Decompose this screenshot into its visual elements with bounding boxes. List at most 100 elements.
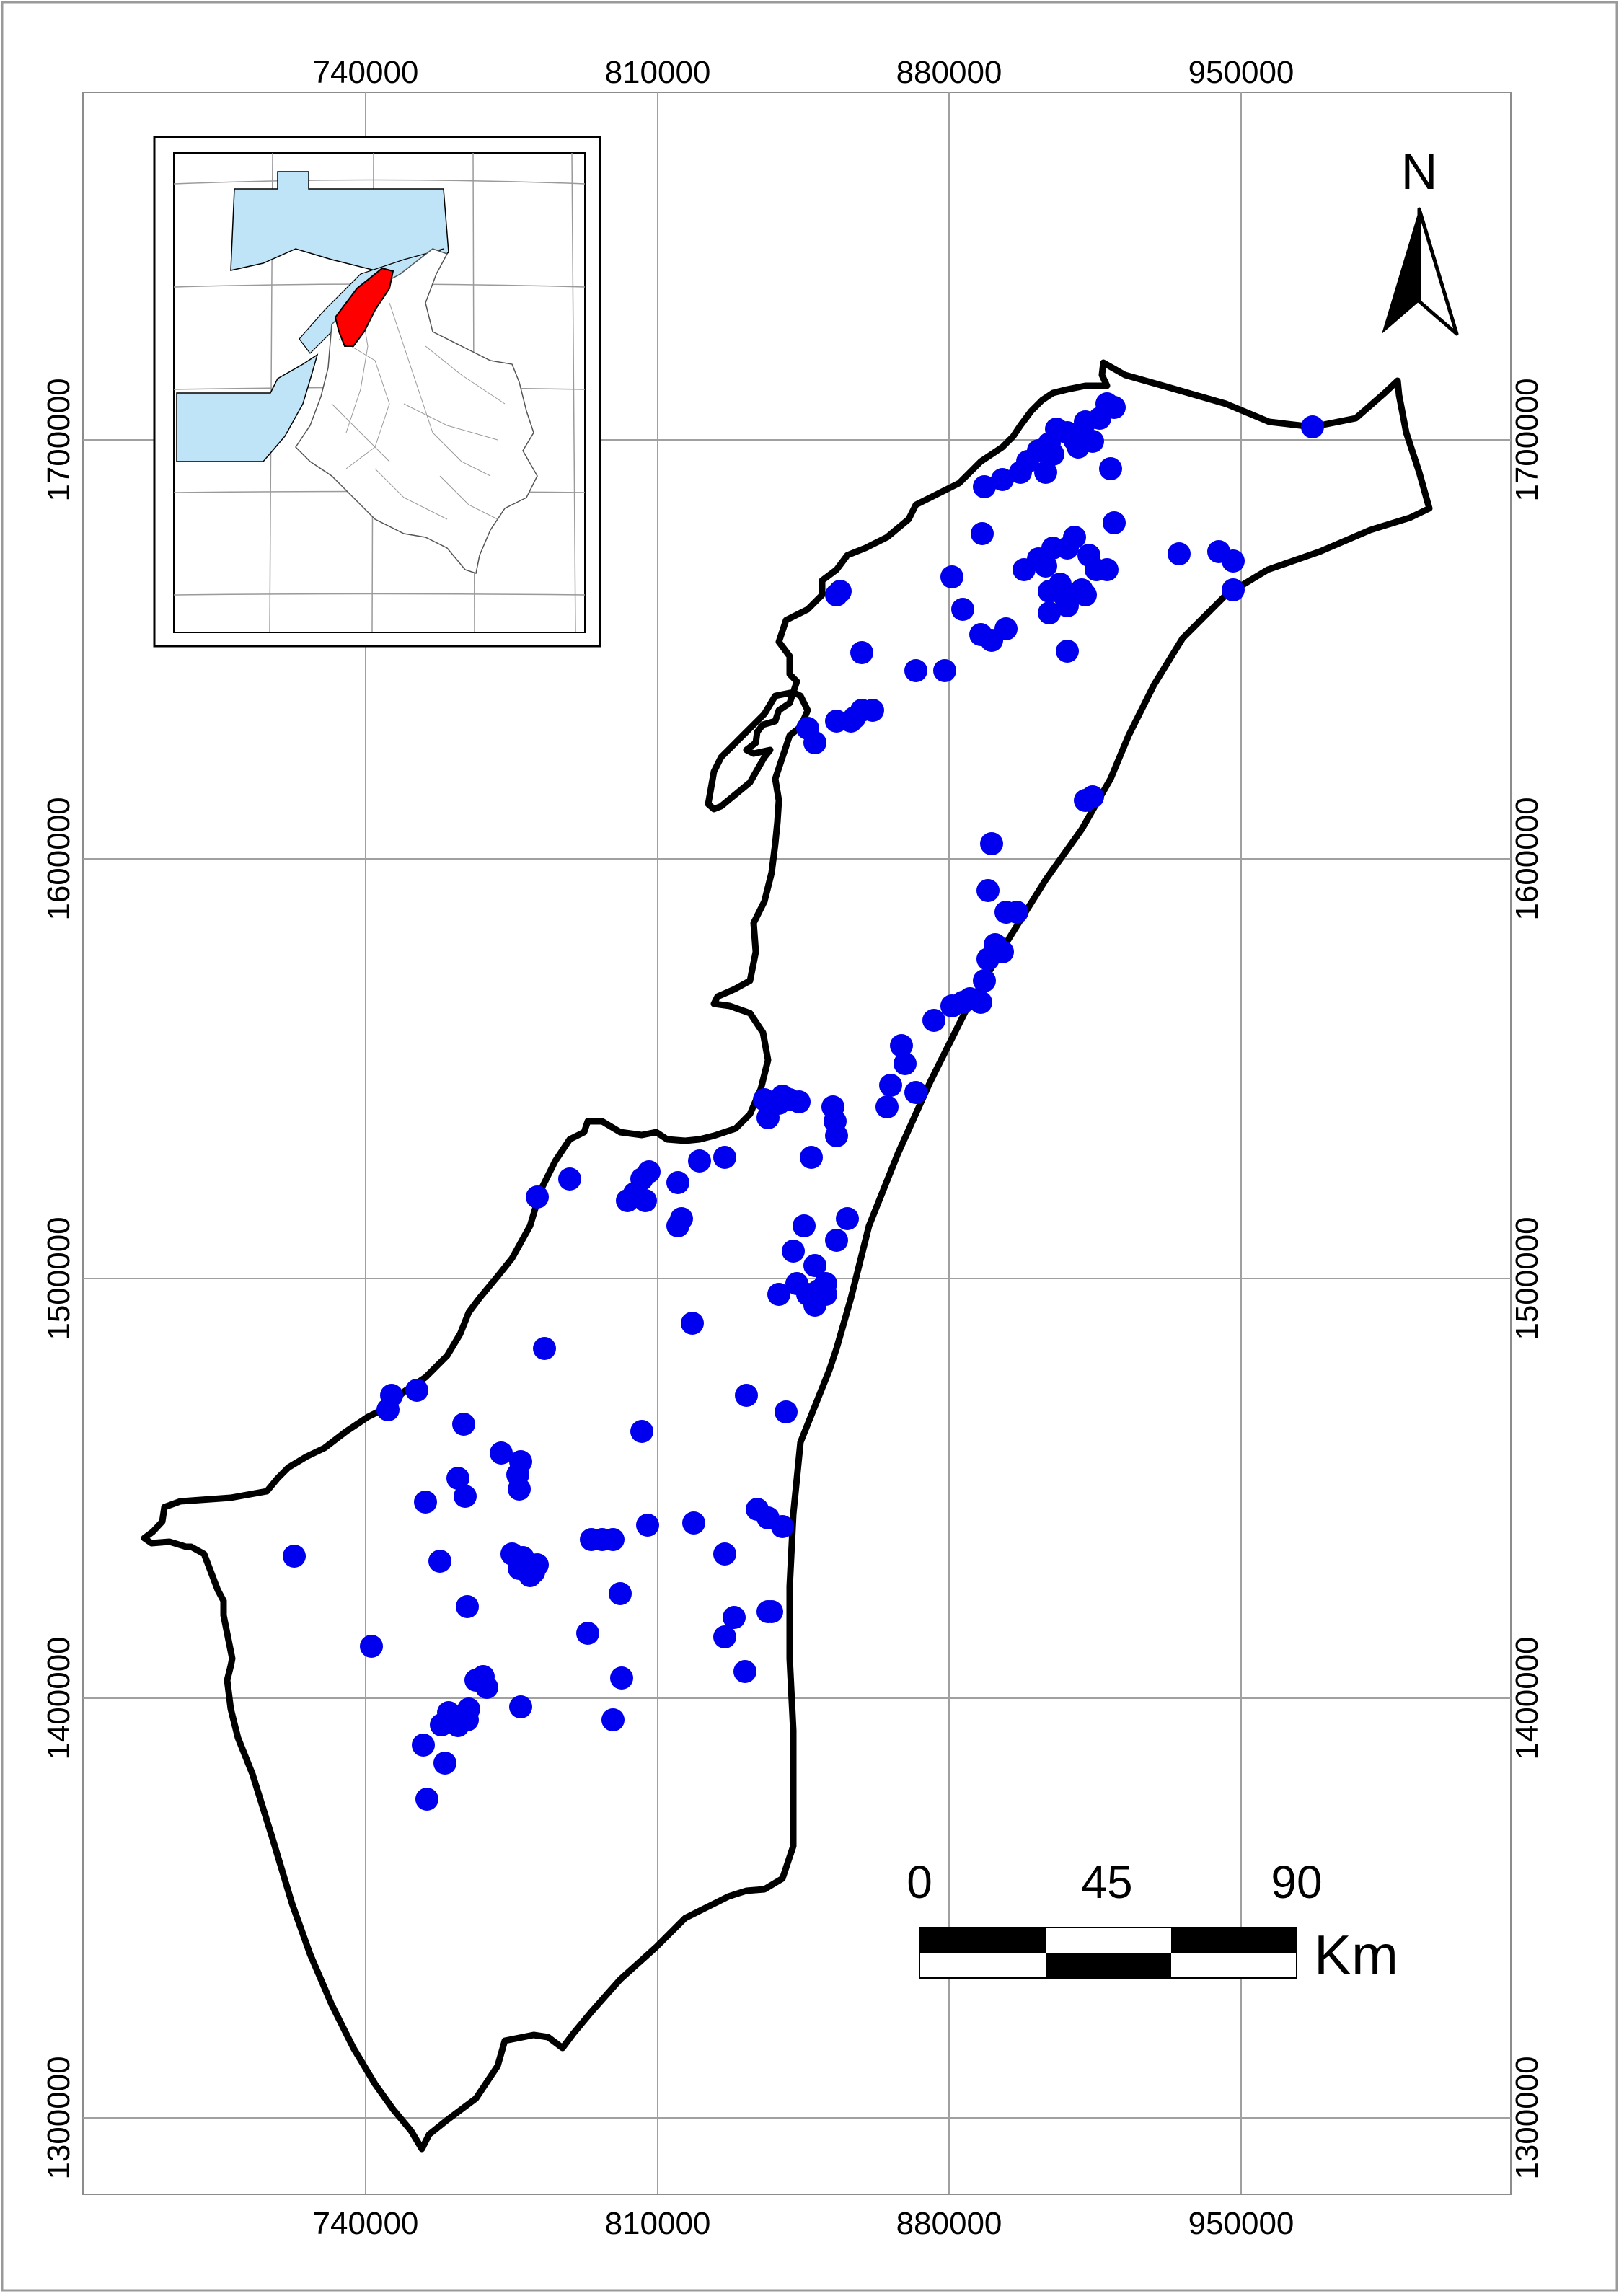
sample-point bbox=[616, 1189, 639, 1212]
graticule bbox=[83, 92, 1511, 2194]
sample-point bbox=[666, 1214, 689, 1237]
x-tick-label: 880000 bbox=[896, 55, 1002, 90]
sample-point bbox=[1077, 544, 1100, 567]
sample-point bbox=[991, 940, 1014, 963]
sample-point bbox=[994, 901, 1018, 924]
sample-point bbox=[601, 1708, 625, 1731]
inset-inner-frame bbox=[173, 152, 586, 633]
sample-point bbox=[376, 1398, 400, 1421]
sample-point bbox=[788, 1090, 811, 1113]
y-tick-label: 1400000 bbox=[1509, 1636, 1545, 1759]
x-tick-label: 950000 bbox=[1188, 2206, 1294, 2241]
sample-point bbox=[735, 1384, 758, 1407]
sample-point bbox=[1067, 436, 1090, 459]
scale-segment bbox=[1046, 1953, 1171, 1978]
sample-point bbox=[940, 565, 963, 588]
sample-point bbox=[980, 832, 1003, 855]
sample-point bbox=[446, 1714, 469, 1737]
sample-point bbox=[454, 1485, 477, 1508]
sample-point bbox=[713, 1542, 736, 1566]
inset-map bbox=[153, 136, 601, 648]
inset-departments bbox=[331, 302, 506, 520]
sample-point bbox=[1038, 580, 1061, 603]
sample-point bbox=[760, 1600, 783, 1623]
scale-bar: 0 45 90 Km bbox=[906, 1856, 1398, 1987]
sample-point bbox=[973, 475, 996, 498]
sample-point bbox=[1034, 555, 1057, 578]
sample-point bbox=[825, 1124, 848, 1147]
sample-point bbox=[634, 1189, 657, 1212]
sample-point bbox=[452, 1413, 475, 1436]
north-arrow-left-half bbox=[1382, 209, 1419, 334]
sample-point bbox=[971, 522, 994, 545]
sample-point bbox=[756, 1106, 780, 1129]
sample-point bbox=[360, 1635, 383, 1658]
x-ticks-bottom: 740000 810000 880000 950000 bbox=[313, 2206, 1294, 2241]
sample-point bbox=[609, 1582, 632, 1605]
sample-point bbox=[681, 1312, 704, 1335]
sample-points bbox=[283, 392, 1324, 1811]
sample-point bbox=[991, 468, 1014, 491]
sample-point bbox=[456, 1595, 479, 1618]
sample-point bbox=[428, 1550, 451, 1573]
y-tick-label: 1500000 bbox=[1509, 1217, 1545, 1340]
sample-point bbox=[875, 1095, 899, 1118]
sample-point bbox=[430, 1713, 453, 1736]
sample-point bbox=[1095, 558, 1119, 581]
sample-point bbox=[405, 1379, 428, 1402]
sample-point bbox=[630, 1420, 653, 1443]
sample-point bbox=[666, 1171, 689, 1194]
sample-point bbox=[1013, 558, 1036, 581]
sample-point bbox=[433, 1752, 456, 1775]
sample-point bbox=[1222, 549, 1245, 573]
scale-label-90: 90 bbox=[1271, 1856, 1322, 1908]
sample-point bbox=[526, 1185, 549, 1209]
sample-point bbox=[283, 1545, 306, 1568]
sample-point bbox=[415, 1788, 438, 1811]
sample-point bbox=[610, 1666, 633, 1690]
sample-point bbox=[638, 1160, 661, 1183]
x-tick-label: 880000 bbox=[896, 2206, 1002, 2241]
sample-point bbox=[414, 1491, 437, 1514]
sample-point bbox=[940, 994, 963, 1017]
sample-point bbox=[733, 1660, 756, 1683]
map-frame bbox=[82, 92, 1512, 2195]
x-tick-label: 810000 bbox=[605, 55, 711, 90]
sample-point bbox=[814, 1283, 837, 1306]
y-tick-label: 1300000 bbox=[41, 2056, 76, 2179]
y-tick-label: 1600000 bbox=[1509, 797, 1545, 920]
sample-point bbox=[490, 1441, 513, 1465]
sample-point bbox=[803, 1254, 826, 1277]
sample-point bbox=[508, 1478, 531, 1501]
sample-point bbox=[976, 879, 1000, 902]
y-ticks-right: 1700000 1600000 1500000 1400000 1300000 bbox=[1509, 378, 1545, 2179]
x-ticks-top: 740000 810000 880000 950000 bbox=[313, 55, 1294, 90]
sample-point bbox=[775, 1400, 798, 1423]
sample-point bbox=[576, 1622, 599, 1645]
sample-point bbox=[771, 1515, 794, 1538]
sample-point bbox=[475, 1676, 498, 1699]
sample-point bbox=[969, 991, 992, 1014]
sample-point bbox=[836, 1207, 859, 1230]
x-tick-label: 950000 bbox=[1188, 55, 1294, 90]
sample-point bbox=[904, 1081, 927, 1104]
north-arrow-right-half bbox=[1417, 207, 1459, 336]
sample-point bbox=[1301, 415, 1324, 438]
sample-point bbox=[800, 1146, 823, 1169]
north-label: N bbox=[1401, 144, 1438, 200]
sample-point bbox=[533, 1337, 556, 1360]
sample-point bbox=[636, 1514, 659, 1537]
scale-segment bbox=[919, 1928, 1046, 1953]
sample-point bbox=[825, 583, 848, 606]
y-tick-label: 1700000 bbox=[41, 378, 76, 501]
sample-point bbox=[412, 1734, 435, 1757]
sample-point bbox=[1034, 461, 1057, 484]
sample-point bbox=[767, 1283, 790, 1306]
sample-point bbox=[1103, 511, 1126, 534]
sample-point bbox=[1074, 583, 1097, 606]
sample-point bbox=[850, 641, 873, 664]
sample-point bbox=[601, 1528, 625, 1551]
x-tick-label: 740000 bbox=[313, 2206, 419, 2241]
